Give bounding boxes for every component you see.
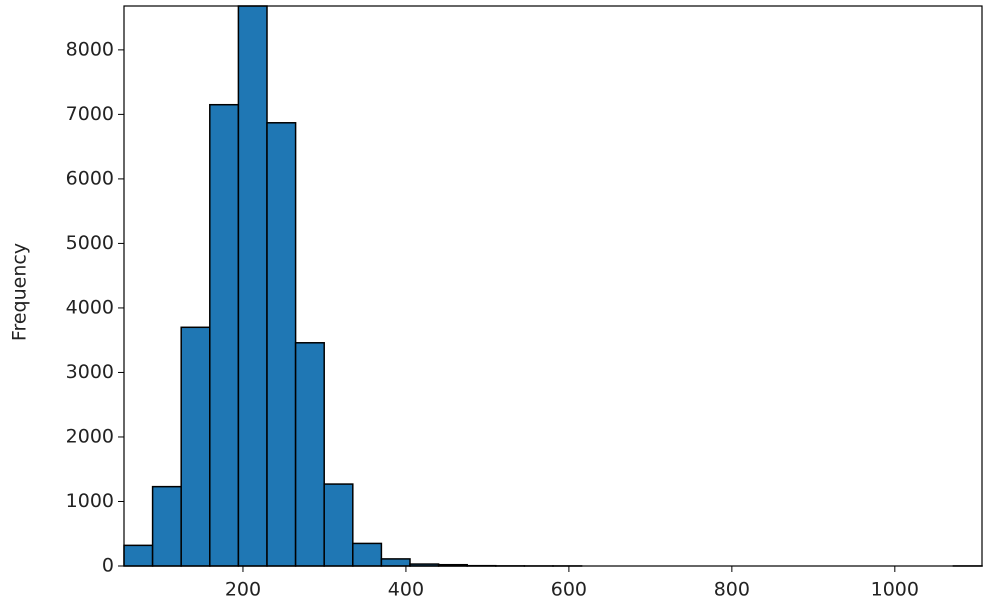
bar [238, 6, 267, 566]
bar [381, 559, 410, 566]
y-tick-label: 2000 [66, 425, 114, 447]
y-tick-label: 0 [102, 555, 114, 577]
y-tick-label: 6000 [66, 167, 114, 189]
bar [153, 487, 182, 566]
bar [181, 327, 210, 566]
y-tick-label: 5000 [66, 232, 114, 254]
bar [124, 545, 153, 566]
x-tick-label: 800 [714, 579, 750, 601]
x-tick-label: 600 [551, 579, 587, 601]
y-tick-label: 4000 [66, 296, 114, 318]
bar [324, 484, 353, 566]
y-tick-label: 8000 [66, 38, 114, 60]
x-tick-label: 400 [388, 579, 424, 601]
y-tick-label: 1000 [66, 490, 114, 512]
bar [353, 543, 382, 566]
y-tick-label: 7000 [66, 103, 114, 125]
bar [267, 123, 296, 566]
bar [296, 343, 325, 566]
bar [210, 105, 239, 566]
y-axis-label: Frequency [9, 243, 31, 341]
x-tick-label: 200 [225, 579, 261, 601]
x-tick-label: 1000 [871, 579, 919, 601]
y-tick-label: 3000 [66, 361, 114, 383]
